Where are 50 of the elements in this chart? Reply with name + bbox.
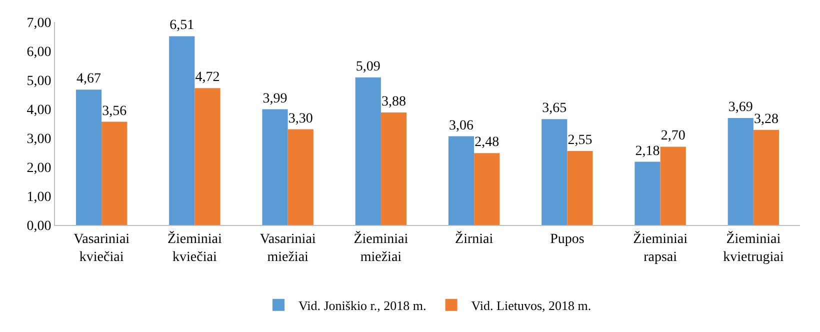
bar	[194, 88, 220, 225]
legend-label: Vid. Lietuvos, 2018 m.	[471, 298, 592, 313]
bar	[660, 146, 686, 225]
x-tick-label: Vasariniai miežiai	[260, 232, 316, 265]
data-label: 3,06	[449, 118, 474, 134]
data-label: 2,55	[568, 133, 592, 148]
x-tick-label: Vasariniai kviečiai	[74, 232, 130, 265]
data-label: 3,88	[381, 94, 406, 110]
x-tick-label: Žieminiai kvietrugiai	[723, 230, 784, 265]
data-label: 2,70	[660, 128, 686, 144]
bar	[262, 109, 288, 225]
data-label: 4,72	[195, 70, 220, 86]
legend-label: Vid. Joniškio r., 2018 m.	[298, 298, 426, 313]
data-label: 2,48	[474, 135, 500, 150]
data-label: 3,30	[288, 111, 313, 126]
x-tick-label: Žieminiai miežiai	[354, 230, 408, 265]
data-label: 3,69	[728, 100, 753, 115]
x-tick-label: Pupos	[550, 232, 584, 247]
y-tick-label: 2,00	[26, 160, 52, 176]
x-tick-label: Žirniai	[455, 230, 494, 247]
data-label: 6,51	[170, 18, 194, 34]
y-tick-label: 5,00	[26, 74, 52, 89]
bar	[753, 130, 780, 225]
bar	[169, 36, 195, 225]
bar	[380, 112, 407, 225]
bar	[355, 77, 381, 225]
data-label: 3,65	[542, 101, 567, 116]
data-label: 3,28	[754, 112, 778, 127]
y-tick-label: 6,00	[26, 44, 52, 60]
bar	[76, 90, 102, 225]
y-tick-label: 1,00	[26, 190, 52, 205]
bar	[474, 153, 500, 225]
data-label: 3,99	[262, 91, 288, 106]
y-tick-label: 3,00	[26, 132, 52, 147]
data-label: 4,67	[76, 72, 102, 87]
bar	[542, 119, 568, 225]
y-tick-label: 4,00	[26, 102, 52, 118]
data-label: 5,09	[356, 59, 380, 74]
y-tick-label: 0,00	[26, 218, 52, 234]
bar	[728, 118, 754, 225]
bar	[102, 122, 128, 225]
bar	[448, 136, 474, 225]
x-tick-label: Žieminiai rapsai	[633, 230, 688, 265]
data-label: 2,18	[635, 144, 660, 159]
bar	[567, 151, 593, 225]
y-tick-label: 7,00	[26, 16, 52, 31]
data-label: 3,56	[102, 104, 127, 119]
bar	[634, 162, 660, 225]
x-tick-label: Žieminiai kviečiai	[167, 230, 222, 265]
bar	[288, 129, 314, 225]
